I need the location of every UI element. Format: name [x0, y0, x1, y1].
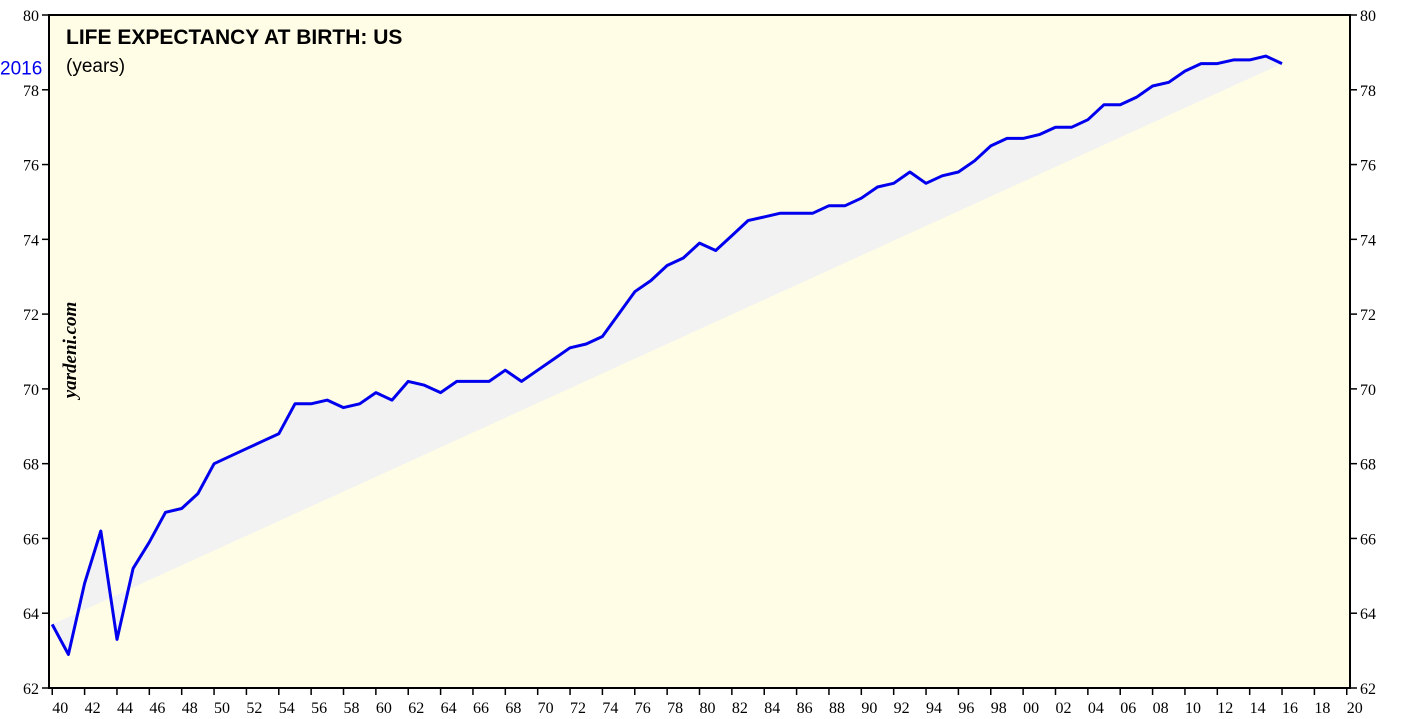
x-tick-label: 10: [1185, 700, 1201, 717]
x-tick-label: 20: [1347, 700, 1363, 717]
y-tick-label: 76: [23, 158, 39, 175]
x-tick-label: 92: [894, 700, 910, 717]
x-tick-label: 06: [1120, 700, 1136, 717]
y-tick-label: 78: [23, 83, 39, 100]
x-tick-label: 48: [182, 700, 198, 717]
x-tick-label: 46: [149, 700, 165, 717]
x-tick-label: 16: [1282, 700, 1298, 717]
y-tick-label: 80: [23, 8, 39, 25]
x-tick-label: 56: [311, 700, 327, 717]
chart-subtitle: (years): [66, 56, 125, 77]
y-tick-label: 70: [23, 382, 39, 399]
x-tick-label: 40: [52, 700, 68, 717]
x-tick-label: 50: [214, 700, 230, 717]
x-tick-label: 74: [602, 700, 618, 717]
watermark: yardeni.com: [60, 302, 81, 401]
area: [52, 56, 1283, 655]
x-tick-label: 44: [117, 700, 133, 717]
x-tick-label: 42: [85, 700, 101, 717]
y-tick-label: 64: [23, 606, 39, 623]
x-tick-label: 58: [344, 700, 360, 717]
x-tick-label: 14: [1250, 700, 1266, 717]
x-tick-label: 04: [1088, 700, 1104, 717]
x-tick-label: 72: [570, 700, 586, 717]
y-tick-label: 68: [23, 457, 39, 474]
y2-tick-label: 72: [1360, 307, 1376, 324]
x-tick-label: 66: [473, 700, 489, 717]
x-tick-label: 86: [797, 700, 813, 717]
x-tick-label: 94: [926, 700, 942, 717]
y2-tick-label: 64: [1360, 606, 1376, 623]
x-tick-label: 88: [829, 700, 845, 717]
y2-tick-label: 70: [1360, 382, 1376, 399]
x-tick-label: 68: [505, 700, 521, 717]
y-tick-label: 74: [23, 232, 39, 249]
y2-tick-label: 78: [1360, 83, 1376, 100]
x-tick-label: 52: [246, 700, 262, 717]
x-tick-label: 60: [376, 700, 392, 717]
x-tick-label: 78: [667, 700, 683, 717]
x-tick-label: 82: [732, 700, 748, 717]
line: [50, 54, 1283, 656]
x-tick-label: 00: [1023, 700, 1039, 717]
x-tick-label: 70: [538, 700, 554, 717]
x-tick-label: 54: [279, 700, 295, 717]
y2-tick-label: 66: [1360, 531, 1376, 548]
y2-tick-label: 76: [1360, 158, 1376, 175]
y-tick-label: 72: [23, 307, 39, 324]
x-tick-label: 84: [764, 700, 780, 717]
x-tick-label: 64: [441, 700, 457, 717]
y2-tick-label: 68: [1360, 457, 1376, 474]
annotation: 2016: [0, 58, 42, 79]
chart-title: LIFE EXPECTANCY AT BIRTH: US: [66, 26, 402, 49]
x-tick-label: 98: [991, 700, 1007, 717]
x-tick-label: 76: [635, 700, 651, 717]
y-tick-label: 66: [23, 531, 39, 548]
x-tick-label: 08: [1153, 700, 1169, 717]
y-tick-label: 62: [23, 681, 39, 698]
x-tick-label: 80: [700, 700, 716, 717]
y2-tick-label: 62: [1360, 681, 1376, 698]
x-tick-label: 02: [1055, 700, 1071, 717]
y2-tick-label: 74: [1360, 232, 1376, 249]
x-tick-label: 18: [1314, 700, 1330, 717]
x-tick-label: 96: [958, 700, 974, 717]
y2-tick-label: 80: [1360, 8, 1376, 25]
x-tick-label: 62: [408, 700, 424, 717]
x-tick-label: 12: [1217, 700, 1233, 717]
x-tick-label: 90: [861, 700, 877, 717]
